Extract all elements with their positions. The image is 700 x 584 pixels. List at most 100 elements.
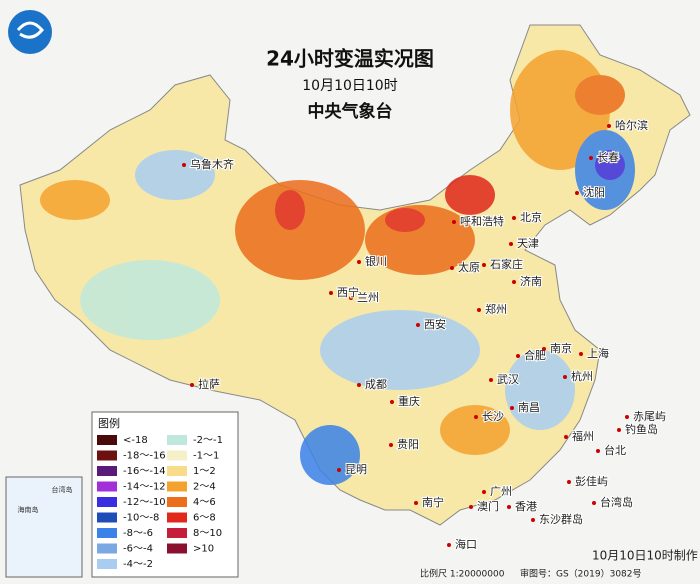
legend-swatch: [97, 450, 117, 461]
legend-swatch: [97, 497, 117, 507]
city-dot: [617, 428, 621, 432]
city-label: 彭佳屿: [575, 474, 608, 488]
city-label: 长春: [597, 151, 619, 164]
inset-label: 海南岛: [18, 505, 39, 514]
legend-label: 6～8: [193, 513, 216, 524]
city-dot: [474, 415, 478, 419]
inset-box: [5, 476, 83, 578]
city-dot: [357, 260, 361, 264]
city-label: 台湾岛: [600, 495, 633, 509]
city-dot: [567, 480, 571, 484]
city-label: 台北: [604, 443, 626, 457]
city-dot: [349, 296, 353, 300]
legend-swatch: [167, 497, 187, 507]
legend-swatch: [167, 512, 187, 523]
city-dot: [607, 124, 611, 128]
city-label: 钓鱼岛: [625, 422, 658, 436]
city-dot: [512, 216, 516, 220]
city-label: 银川: [365, 254, 387, 268]
city-label: 福州: [572, 429, 594, 443]
legend-swatch: [167, 435, 187, 445]
city-dot: [482, 263, 486, 267]
city-dot: [190, 383, 194, 387]
city-dot: [589, 156, 593, 160]
city-label: 沈阳: [583, 185, 605, 199]
city-dot: [389, 443, 393, 447]
scale: 比例尺 1:20000000: [420, 568, 505, 580]
city-label: 拉萨: [198, 377, 220, 391]
city-dot: [489, 378, 493, 382]
legend-label: -2～-1: [193, 435, 223, 446]
city-label: 杭州: [571, 369, 593, 383]
city-label: 乌鲁木齐: [190, 157, 234, 171]
city-dot: [507, 505, 511, 509]
city-label: 东沙群岛: [539, 512, 583, 526]
city-label: 南宁: [422, 495, 444, 509]
temperature-patches: [40, 50, 635, 485]
title: 24小时变温实况图: [266, 47, 434, 71]
city-dot: [510, 406, 514, 410]
city-label: 昆明: [345, 463, 367, 476]
legend-label: 2～4: [193, 482, 216, 493]
city-label: 太原: [458, 261, 480, 274]
inset-label: 台湾岛: [52, 485, 73, 494]
city-label: 长沙: [482, 410, 504, 423]
legend-label: -12～-10: [123, 497, 166, 508]
legend-swatch: [97, 543, 117, 554]
legend-label: -1～1: [193, 451, 219, 462]
city-label: 济南: [520, 274, 542, 288]
city-label: 重庆: [398, 394, 420, 408]
city-dot: [563, 375, 567, 379]
legend-label: -4～-2: [123, 559, 153, 570]
city-label: 合肥: [524, 348, 546, 362]
city-label: 赤尾屿: [633, 410, 666, 423]
city-dot: [452, 220, 456, 224]
legend-label: 1～2: [193, 466, 216, 477]
city-dot: [390, 400, 394, 404]
approval: 审图号：GS（2019）3082号: [520, 568, 642, 580]
city-label: 广州: [490, 485, 512, 498]
city-dot: [516, 354, 520, 358]
date: 10月10日10时: [302, 78, 397, 94]
city-dot: [592, 501, 596, 505]
city-dot: [575, 191, 579, 195]
logo: [8, 10, 52, 54]
city-label: 兰州: [357, 291, 379, 304]
legend-swatch: [97, 435, 117, 445]
city-label: 西宁: [337, 285, 359, 299]
city-label: 海口: [455, 537, 477, 551]
city-dot: [542, 347, 546, 351]
legend-swatch: [167, 481, 187, 492]
legend-swatch: [97, 512, 117, 523]
city-dot: [482, 490, 486, 494]
city-label: 武汉: [497, 373, 519, 386]
city-label: 石家庄: [490, 257, 523, 271]
org: 中央气象台: [308, 101, 393, 122]
legend-swatch: [167, 528, 187, 538]
city-dot: [512, 280, 516, 284]
legend-label: <-18: [123, 435, 148, 446]
city-dot: [450, 266, 454, 270]
legend-swatch: [167, 450, 187, 461]
city-label: 上海: [587, 346, 609, 360]
made-time: 10月10日10时制作: [592, 549, 698, 563]
city-dot: [416, 323, 420, 327]
city-label: 北京: [520, 210, 542, 224]
legend-label: -10～-8: [123, 513, 159, 524]
legend-label: 8～10: [193, 528, 222, 539]
city-label: 呼和浩特: [460, 214, 504, 228]
city-dot: [477, 308, 481, 312]
legend-label: 4～6: [193, 497, 216, 508]
city-label: 成都: [365, 378, 387, 391]
legend-swatch: [97, 481, 117, 492]
city-dot: [182, 163, 186, 167]
legend-title: 图例: [98, 416, 120, 430]
city-dot: [337, 468, 341, 472]
legend-swatch: [167, 543, 187, 554]
city-label: 哈尔滨: [615, 118, 648, 132]
legend-swatch: [97, 528, 117, 538]
legend-label: -18～-16: [123, 451, 166, 462]
legend-label: >10: [193, 544, 214, 555]
